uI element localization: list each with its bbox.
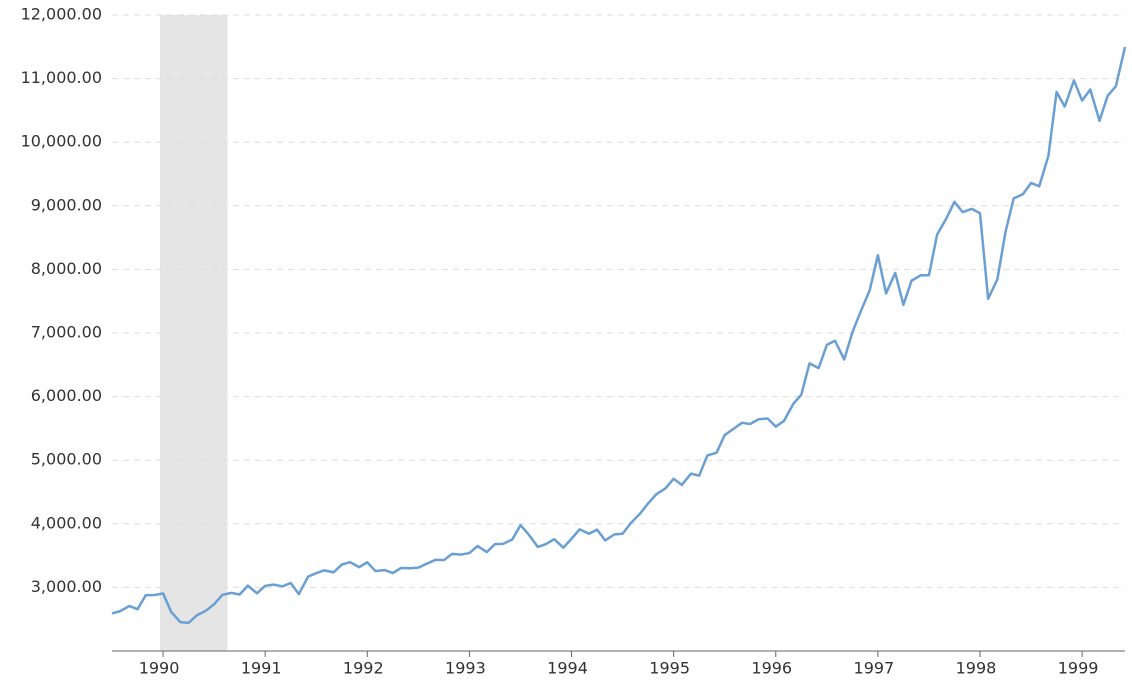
- x-tick-label: 1991: [241, 659, 282, 678]
- x-tick-label: 1997: [854, 659, 895, 678]
- line-series: [111, 46, 1127, 625]
- y-tick-label: 12,000.00: [21, 5, 102, 24]
- y-tick-label: 3,000.00: [31, 577, 102, 596]
- y-tick-label: 4,000.00: [31, 513, 102, 532]
- x-tick-label: 1992: [343, 659, 384, 678]
- x-tick-label: 1990: [139, 659, 180, 678]
- x-tick-label: 1995: [649, 659, 690, 678]
- x-tick-label: 1993: [445, 659, 486, 678]
- y-tick-label: 9,000.00: [31, 195, 102, 214]
- y-tick-label: 5,000.00: [31, 450, 102, 469]
- x-tick-label: 1996: [751, 659, 792, 678]
- y-tick-label: 6,000.00: [31, 386, 102, 405]
- x-tick-label: 1994: [547, 659, 588, 678]
- y-tick-label: 10,000.00: [21, 132, 102, 151]
- x-tick-label: 1999: [1058, 659, 1099, 678]
- y-tick-label: 11,000.00: [21, 68, 102, 87]
- y-tick-label: 8,000.00: [31, 259, 102, 278]
- x-tick-label: 1998: [956, 659, 997, 678]
- y-tick-label: 7,000.00: [31, 323, 102, 342]
